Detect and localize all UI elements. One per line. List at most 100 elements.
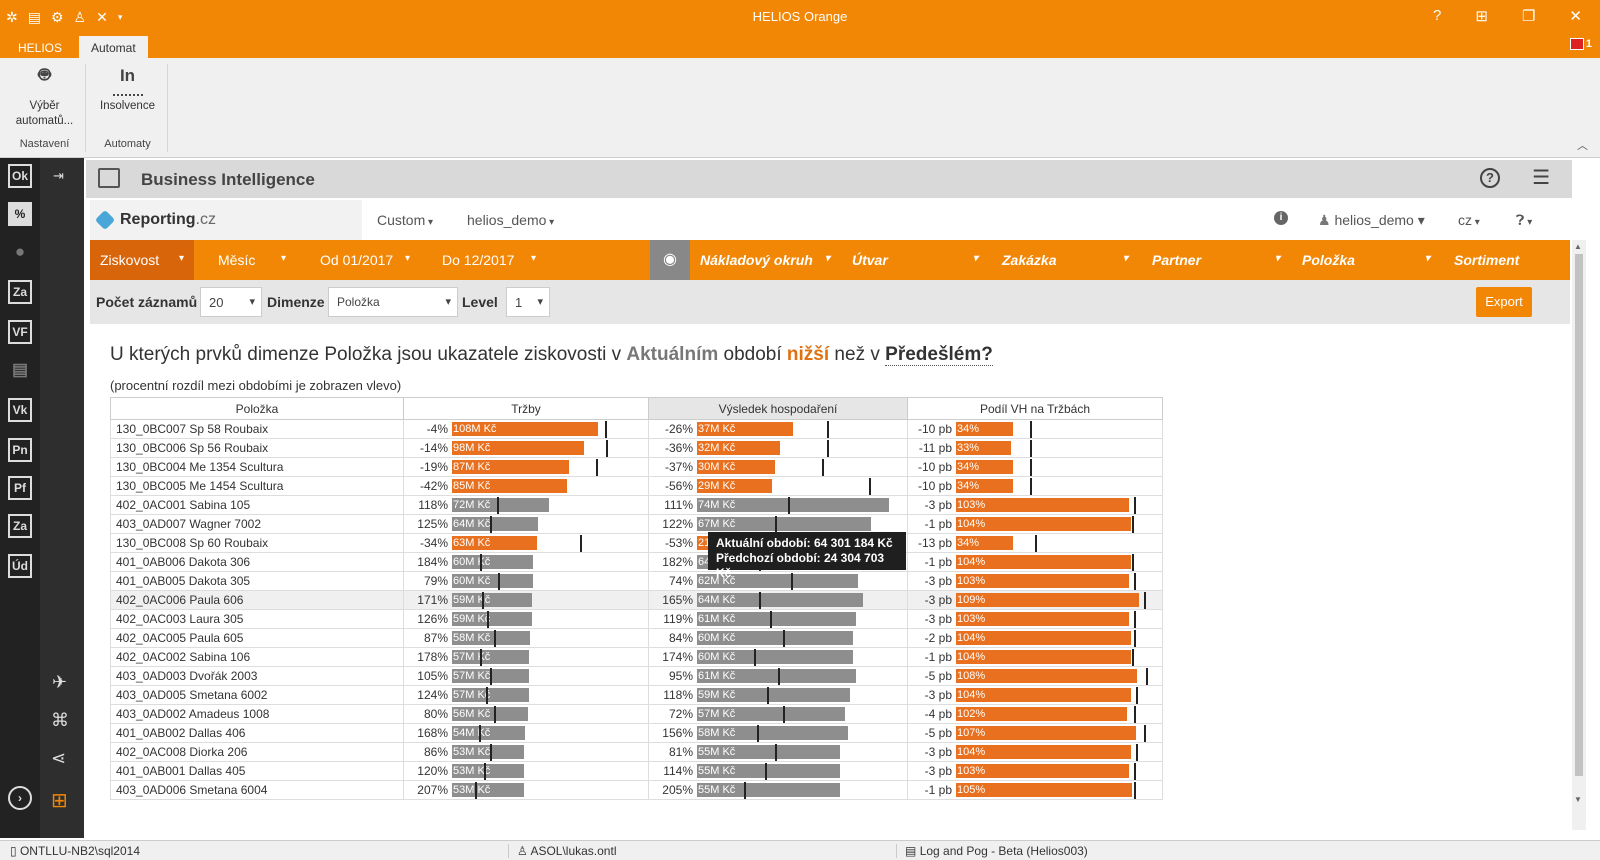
current-period-bar[interactable]: 108M Kč — [452, 422, 598, 436]
revenue-cell[interactable]: 87% 58M Kč — [403, 628, 649, 648]
revenue-cell[interactable]: -34% 63M Kč — [403, 533, 649, 553]
export-button[interactable]: Export — [1476, 287, 1532, 317]
current-period-bar[interactable]: 64M Kč — [697, 593, 863, 607]
sidebar-item-ok[interactable]: Ok — [8, 164, 32, 188]
share-cell[interactable]: -5 pb 107% — [907, 723, 1163, 743]
share-cell[interactable]: -11 pb 33% — [907, 438, 1163, 458]
current-period-bar[interactable]: 60M Kč — [697, 631, 853, 645]
current-period-bar[interactable]: 63M Kč — [452, 536, 537, 550]
share-cell[interactable]: -2 pb 104% — [907, 628, 1163, 648]
vertical-scrollbar[interactable]: ▲ ▼ — [1572, 240, 1586, 830]
sidebar-item-pn[interactable]: Pn — [8, 438, 32, 462]
table-row[interactable]: 403_0AD007 Wagner 7002 125% 64M Kč 122% 67M … — [110, 514, 1163, 534]
col-header-vysledek[interactable]: Výsledek hospodaření — [648, 397, 908, 420]
result-cell[interactable]: -26% 37M Kč — [648, 419, 908, 439]
current-period-bar[interactable]: 57M Kč — [452, 688, 529, 702]
revenue-cell[interactable]: 168% 54M Kč — [403, 723, 649, 743]
current-period-bar[interactable]: 55M Kč — [697, 783, 840, 797]
info-icon[interactable]: i — [1274, 211, 1288, 225]
current-period-bar[interactable]: 62M Kč — [697, 574, 858, 588]
current-period-bar[interactable]: 61M Kč — [697, 669, 856, 683]
level-select[interactable]: 1 — [506, 287, 550, 317]
help-icon[interactable]: ? — [1433, 7, 1442, 24]
current-period-bar[interactable]: 53M Kč — [452, 745, 524, 759]
current-period-bar[interactable]: 53M Kč — [452, 783, 524, 797]
table-row[interactable]: 402_0AC006 Paula 606 171% 59M Kč 165% 64M Kč… — [110, 590, 1163, 610]
current-period-bar[interactable]: 30M Kč — [697, 460, 775, 474]
scroll-down-icon[interactable]: ▼ — [1574, 795, 1582, 804]
revenue-cell[interactable]: 125% 64M Kč — [403, 514, 649, 534]
current-period-bar[interactable]: 67M Kč — [697, 517, 871, 531]
select-automats-button[interactable]: 🤖︎ Výběr automatů... — [15, 64, 74, 127]
table-row[interactable]: 130_0BC008 Sp 60 Roubaix-34%63M Kč-53%21… — [110, 533, 1163, 553]
table-row[interactable]: 402_0AC003 Laura 305 126% 59M Kč 119% 61M Kč… — [110, 609, 1163, 629]
share-cell[interactable]: -13 pb 34% — [907, 533, 1163, 553]
table-row[interactable]: 402_0AC008 Diorka 206 86% 53M Kč 81% 55M Kč -… — [110, 742, 1163, 762]
table-row[interactable]: 403_0AD002 Amadeus 1008 80% 56M Kč 72% 57M K… — [110, 704, 1163, 724]
result-cell[interactable]: 81% 55M Kč — [648, 742, 908, 762]
panel-toggle-icon[interactable]: ⇥ — [53, 168, 64, 183]
share-cell[interactable]: -3 pb 109% — [907, 590, 1163, 610]
collapse-ribbon-icon[interactable]: ︿ — [1577, 140, 1588, 152]
helios-demo-menu[interactable]: helios_demo — [467, 212, 554, 228]
current-period-bar[interactable]: 87M Kč — [452, 460, 569, 474]
snowflake-icon[interactable]: ✲ — [6, 9, 18, 25]
table-row[interactable]: 401_0AB005 Dakota 305 79% 60M Kč 74% 62M Kč -… — [110, 571, 1163, 591]
result-cell[interactable]: 95% 61M Kč — [648, 666, 908, 686]
dimension-select[interactable]: Položka — [328, 287, 458, 317]
grid-icon[interactable]: ⊞ — [51, 790, 68, 812]
current-period-bar[interactable]: 55M Kč — [697, 745, 840, 759]
filter-polozka[interactable]: Položka — [1292, 240, 1440, 280]
revenue-cell[interactable]: 171% 59M Kč — [403, 590, 649, 610]
current-period-bar[interactable]: 74M Kč — [697, 498, 889, 512]
help-icon[interactable]: ? — [1480, 168, 1500, 188]
share-cell[interactable]: -3 pb 103% — [907, 761, 1163, 781]
current-period-bar[interactable]: 33% — [956, 441, 1011, 455]
table-row[interactable]: 130_0BC007 Sp 58 Roubaix -4% 108M Kč -26% 37… — [110, 419, 1163, 439]
revenue-cell[interactable]: -19% 87M Kč — [403, 457, 649, 477]
result-cell[interactable]: 205% 55M Kč — [648, 780, 908, 800]
sidebar-item-vk[interactable]: Vk — [8, 398, 32, 422]
current-period-bar[interactable]: 58M Kč — [452, 631, 530, 645]
share-cell[interactable]: -3 pb 104% — [907, 685, 1163, 705]
current-period-bar[interactable]: 37M Kč — [697, 422, 793, 436]
table-row[interactable]: 403_0AD005 Smetana 6002 124% 57M Kč 118% 59M… — [110, 685, 1163, 705]
revenue-cell[interactable]: -4% 108M Kč — [403, 419, 649, 439]
current-period-bar[interactable]: 60M Kč — [452, 555, 533, 569]
table-row[interactable]: 403_0AD003 Dvořák 2003 105% 57M Kč 95% 61M K… — [110, 666, 1163, 686]
filter-zakazka[interactable]: Zakázka — [992, 240, 1138, 280]
current-period-bar[interactable]: 104% — [956, 555, 1131, 569]
insolvence-button[interactable]: In Insolvence — [100, 66, 155, 112]
tools-icon[interactable]: ✕ — [96, 9, 108, 25]
current-period-bar[interactable]: 61M Kč — [697, 612, 856, 626]
tab-automat[interactable]: Automat — [79, 36, 148, 58]
share-cell[interactable]: -10 pb 34% — [907, 457, 1163, 477]
share-cell[interactable]: -10 pb 34% — [907, 419, 1163, 439]
revenue-cell[interactable]: 105% 57M Kč — [403, 666, 649, 686]
revenue-cell[interactable]: 126% 59M Kč — [403, 609, 649, 629]
current-period-bar[interactable]: 109% — [956, 593, 1139, 607]
result-cell[interactable]: 122% 67M Kč — [648, 514, 908, 534]
sidebar-item-ud[interactable]: Úd — [8, 554, 32, 578]
sidebar-item-percent[interactable]: % — [8, 202, 32, 226]
result-cell[interactable]: 118% 59M Kč — [648, 685, 908, 705]
current-period-bar[interactable]: 60M Kč — [697, 650, 853, 664]
revenue-cell[interactable]: 120% 53M Kč — [403, 761, 649, 781]
current-period-bar[interactable]: 59M Kč — [697, 688, 850, 702]
current-period-bar[interactable]: 29M Kč — [697, 479, 772, 493]
current-period-bar[interactable]: 104% — [956, 650, 1131, 664]
result-cell[interactable]: 119% 61M Kč — [648, 609, 908, 629]
filter-partner[interactable]: Partner — [1142, 240, 1290, 280]
workflow-icon[interactable]: ⌘ — [51, 710, 69, 730]
share-cell[interactable]: -3 pb 103% — [907, 571, 1163, 591]
scroll-up-icon[interactable]: ▲ — [1574, 242, 1582, 251]
current-period-bar[interactable]: 34% — [956, 479, 1013, 493]
help-dropdown-icon[interactable]: ❓︎ — [1516, 212, 1532, 229]
document-stack-icon[interactable]: ▤ — [11, 360, 29, 379]
table-row[interactable]: 130_0BC006 Sp 56 Roubaix -14% 98M Kč -36% 32… — [110, 438, 1163, 458]
records-select[interactable]: 20 — [200, 287, 262, 317]
share-cell[interactable]: -1 pb 105% — [907, 780, 1163, 800]
user-icon[interactable]: ♙ — [73, 9, 87, 25]
current-period-bar[interactable]: 104% — [956, 688, 1131, 702]
